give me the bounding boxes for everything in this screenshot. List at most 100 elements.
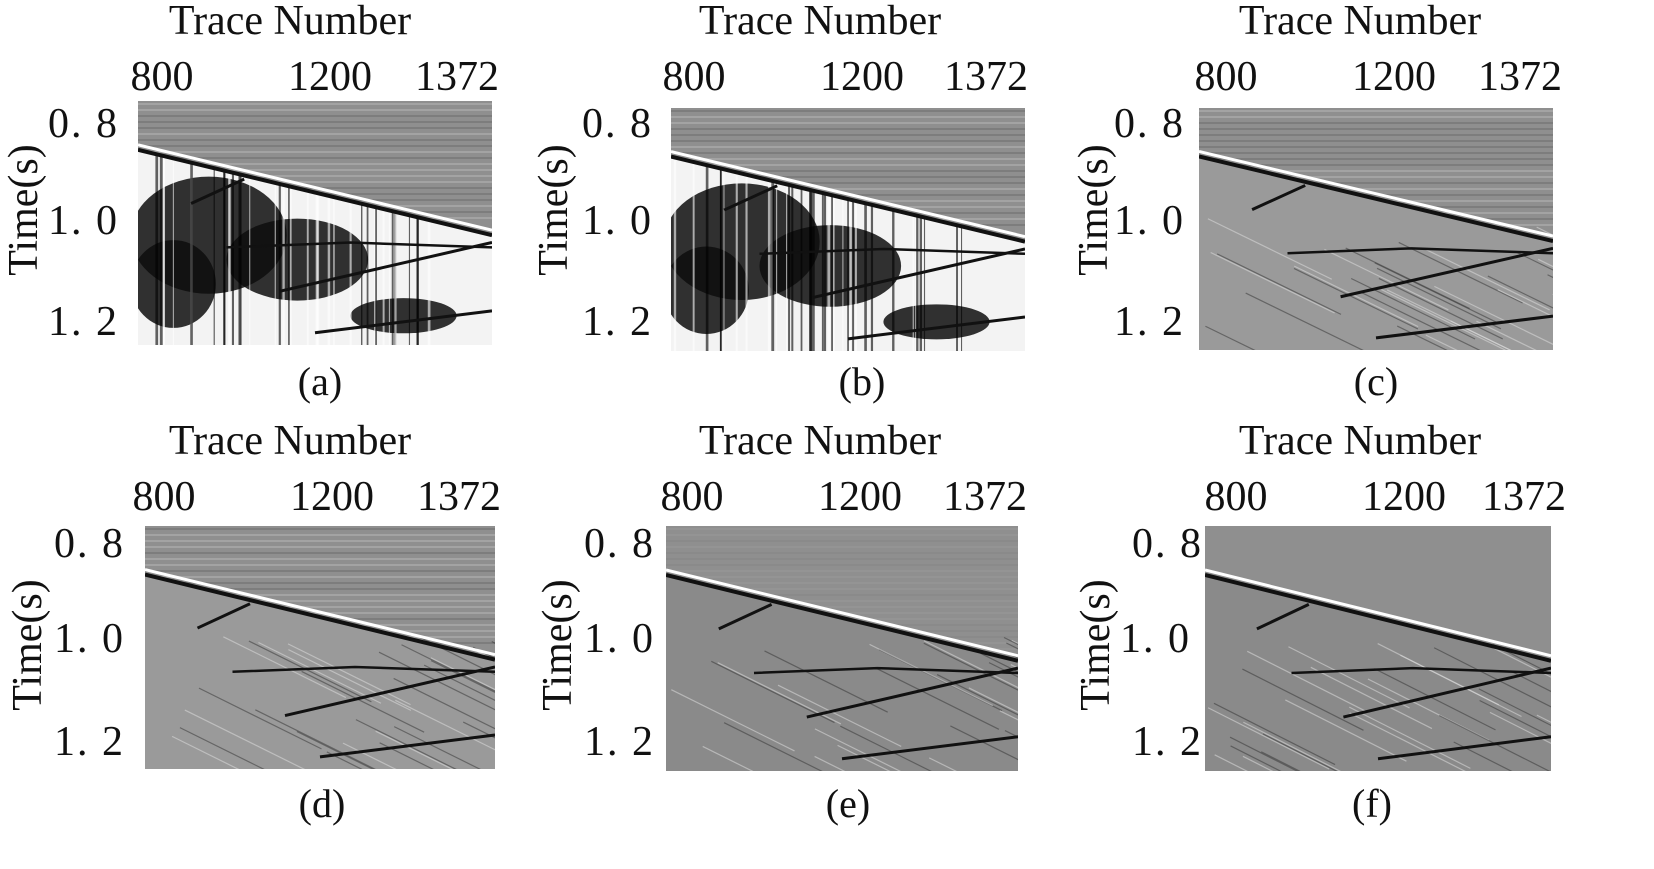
y-tick-label: 0. 8	[1114, 101, 1185, 147]
panel-caption: (d)	[298, 781, 346, 826]
x-tick-label: 800	[662, 54, 726, 100]
noise-band	[671, 134, 1025, 136]
dipping-noise	[1386, 289, 1512, 350]
dipping-noise	[1293, 267, 1419, 330]
dipping-noise	[1243, 721, 1342, 771]
y-tick-label: 0. 8	[48, 101, 119, 147]
y-tick-label: 1. 2	[54, 719, 125, 765]
noise-band	[138, 103, 492, 105]
noise-band	[1199, 176, 1553, 178]
dipping-noise	[179, 727, 265, 769]
panel-caption: (e)	[825, 781, 871, 826]
panel-title: Trace Number	[1238, 418, 1482, 464]
dipping-noise	[814, 728, 902, 771]
noise-band	[1199, 140, 1553, 142]
reflection-event	[1377, 735, 1551, 761]
first-break-event	[666, 573, 1018, 663]
x-tick-label: 1200	[1352, 54, 1436, 100]
dipping-noise	[814, 755, 846, 771]
dipping-noise	[326, 751, 363, 769]
x-tick-label: 1372	[1482, 474, 1566, 520]
dipping-noise	[1376, 267, 1502, 330]
noise-band	[138, 139, 492, 141]
dipping-noise	[379, 742, 434, 769]
noise-band	[671, 146, 1025, 148]
reflection-event	[718, 603, 773, 631]
reflection-event	[1375, 314, 1553, 340]
x-tick-label: 1372	[944, 54, 1028, 100]
x-tick-label: 800	[130, 54, 194, 100]
noise-band	[138, 109, 492, 111]
y-tick-label: 1. 0	[48, 198, 119, 244]
y-tick-label: 1. 2	[48, 299, 119, 345]
dipping-noise	[198, 687, 322, 750]
dipping-noise	[1378, 277, 1504, 340]
noise-band	[138, 145, 492, 147]
dipping-noise	[171, 735, 240, 769]
dipping-noise	[1381, 289, 1506, 350]
reflection-event	[1256, 603, 1310, 631]
dipping-noise	[777, 684, 902, 748]
x-tick-label: 1200	[818, 474, 902, 520]
dipping-noise	[1285, 699, 1407, 762]
noise-band	[666, 546, 1018, 548]
noise-band	[1199, 158, 1553, 160]
noise-band	[671, 122, 1025, 124]
noise-band	[145, 546, 495, 548]
y-tick-label: 1. 2	[1114, 299, 1185, 345]
y-axis-label: Time(s)	[1073, 579, 1119, 711]
noise-band	[145, 564, 495, 566]
noise-band	[666, 582, 1018, 584]
dipping-noise	[936, 674, 1018, 716]
dipping-noise	[723, 722, 823, 771]
dipping-noise	[928, 757, 957, 771]
dipping-noise	[1492, 643, 1551, 675]
noise-band	[1199, 170, 1553, 172]
panel-title: Trace Number	[698, 0, 942, 44]
x-tick-label: 1372	[1478, 54, 1562, 100]
noise-band	[671, 164, 1025, 166]
noise-band	[671, 140, 1025, 142]
reflection-event	[1251, 184, 1306, 212]
y-axis-label: Time(s)	[5, 579, 51, 711]
x-tick-label: 1200	[1362, 474, 1446, 520]
dipping-noise	[393, 726, 481, 769]
noise-band	[666, 528, 1018, 530]
reflection-event	[319, 733, 495, 759]
dipping-noise	[1246, 650, 1369, 714]
noise-band	[138, 157, 492, 159]
dipping-noise	[342, 742, 397, 769]
noise-band	[671, 116, 1025, 118]
noise-band	[666, 564, 1018, 566]
noise-band	[1199, 188, 1553, 190]
dipping-noise	[1489, 711, 1551, 744]
noise-band	[145, 570, 495, 572]
dipping-noise	[223, 636, 347, 699]
dipping-noise	[288, 649, 412, 711]
dipping-noise	[1438, 714, 1551, 771]
dipping-noise	[1260, 751, 1301, 771]
noise-band	[1199, 134, 1553, 136]
reflection-event	[723, 184, 778, 212]
dipping-noise	[1324, 248, 1449, 311]
dipping-noise	[1293, 265, 1419, 328]
noise-band	[666, 606, 1018, 608]
dipping-noise	[184, 709, 306, 769]
dipping-noise	[1425, 248, 1550, 311]
noise-band	[138, 115, 492, 117]
noise-band	[1199, 152, 1553, 154]
first-break-event-white	[138, 143, 492, 232]
noise-band	[666, 540, 1018, 542]
noise-band	[138, 127, 492, 129]
dipping-noise	[1242, 668, 1364, 731]
seismic-section	[138, 101, 492, 345]
noise-band	[1199, 146, 1553, 148]
noise-band	[138, 151, 492, 153]
dipping-noise	[258, 641, 382, 704]
below-break-region	[145, 574, 495, 769]
reflection-event	[1343, 666, 1551, 719]
noise-band	[666, 552, 1018, 554]
dipping-noise	[1478, 688, 1551, 727]
y-tick-label: 1. 0	[1120, 616, 1191, 662]
noise-band	[1199, 122, 1553, 124]
